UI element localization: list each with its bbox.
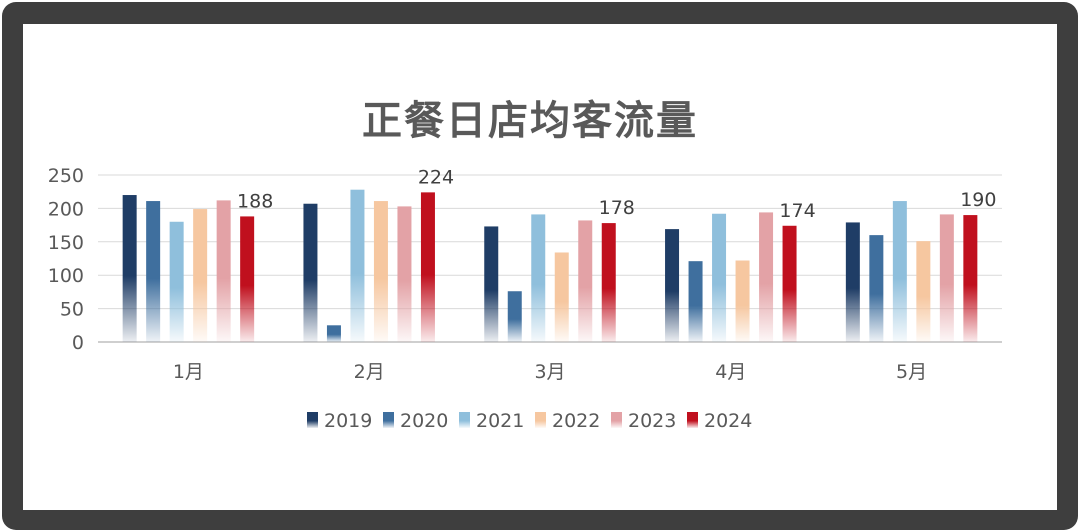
bar-2022-3 <box>554 252 569 342</box>
data-label: 174 <box>779 200 815 222</box>
legend-label: 2020 <box>400 410 448 432</box>
y-tick-label: 100 <box>48 265 84 287</box>
x-tick-label: 1月 <box>173 361 204 383</box>
data-label: 190 <box>960 189 996 211</box>
bar-2020-1 <box>146 201 161 342</box>
bar-2021-3 <box>531 214 546 342</box>
bar-2023-1 <box>216 200 231 342</box>
bar-2021-2 <box>350 189 365 342</box>
legend-label: 2022 <box>552 410 600 432</box>
bar-2021-1 <box>169 221 184 342</box>
legend-swatch <box>535 412 546 428</box>
bar-2019-1 <box>122 195 137 342</box>
bar-2023-3 <box>578 220 593 342</box>
bar-2024-1 <box>240 216 255 342</box>
y-tick-label: 0 <box>72 332 84 354</box>
bar-2022-4 <box>735 260 750 342</box>
x-tick-label: 5月 <box>896 361 927 383</box>
bar-2020-3 <box>507 291 522 342</box>
chart-title: 正餐日店均客流量 <box>362 98 698 144</box>
bar-2024-4 <box>782 225 797 342</box>
bar-2021-4 <box>712 213 727 342</box>
bar-2023-5 <box>939 214 954 342</box>
bar-2020-4 <box>688 261 703 342</box>
x-tick-label: 4月 <box>715 361 746 383</box>
bar-2024-3 <box>601 223 616 342</box>
bar-2023-4 <box>759 212 774 342</box>
bar-2022-2 <box>373 201 388 342</box>
y-tick-label: 150 <box>48 232 84 254</box>
bar-2020-2 <box>326 325 341 342</box>
bar-2019-3 <box>484 226 499 342</box>
bar-2022-5 <box>916 241 931 342</box>
legend-swatch <box>307 412 318 428</box>
data-label: 178 <box>599 197 635 219</box>
bar-2019-4 <box>665 229 680 342</box>
bar-2019-5 <box>845 222 860 342</box>
legend-swatch <box>383 412 394 428</box>
legend-label: 2021 <box>476 410 524 432</box>
legend-label: 2019 <box>324 410 372 432</box>
x-tick-label: 2月 <box>354 361 385 383</box>
bar-2024-5 <box>963 215 978 342</box>
y-tick-label: 200 <box>48 198 84 220</box>
legend-swatch <box>611 412 622 428</box>
y-tick-label: 250 <box>48 165 84 187</box>
x-tick-label: 3月 <box>534 361 565 383</box>
legend-swatch <box>459 412 470 428</box>
bar-2019-2 <box>303 203 318 342</box>
data-label: 224 <box>418 166 454 188</box>
legend-label: 2024 <box>704 410 752 432</box>
legend-label: 2023 <box>628 410 676 432</box>
bar-2022-1 <box>193 209 208 342</box>
legend-swatch <box>687 412 698 428</box>
bar-2024-2 <box>420 192 435 342</box>
bar-2021-5 <box>892 201 907 342</box>
bar-2020-5 <box>869 235 884 342</box>
bar-2023-2 <box>397 206 412 342</box>
data-label: 188 <box>237 190 273 212</box>
y-tick-label: 50 <box>60 299 84 321</box>
